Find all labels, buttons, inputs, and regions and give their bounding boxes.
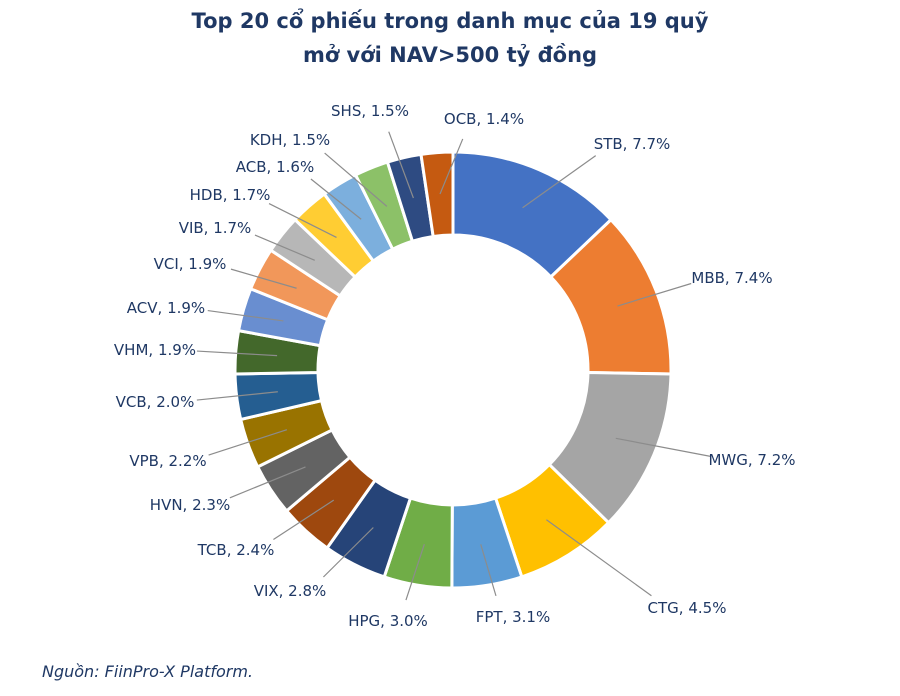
leader-line-acv [207, 309, 284, 322]
leader-line-hdb [268, 203, 337, 238]
leader-line-mwg [615, 437, 711, 457]
donut-slices [233, 150, 673, 590]
source-note: Nguồn: FiinPro-X Platform. [42, 662, 254, 681]
data-label-vpb: VPB, 2.2% [129, 452, 206, 470]
data-label-tcb: TCB, 2.4% [197, 541, 275, 559]
leader-line-stb [522, 155, 597, 209]
chart-title-line-2: mở với NAV>500 tỷ đồng [302, 43, 598, 67]
data-label-mwg: MWG, 7.2% [708, 451, 795, 469]
data-label-fpt: FPT, 3.1% [476, 608, 550, 626]
data-label-hdb: HDB, 1.7% [190, 186, 271, 204]
leader-line-tcb [273, 499, 335, 540]
data-label-acv: ACV, 1.9% [127, 299, 205, 317]
chart-title: Top 20 cổ phiếu trong danh mục của 19 qu… [0, 4, 900, 72]
data-label-vhm: VHM, 1.9% [114, 341, 196, 359]
data-label-mbb: MBB, 7.4% [691, 269, 772, 287]
data-label-ctg: CTG, 4.5% [648, 599, 727, 617]
leader-line-acb [310, 178, 362, 220]
chart-title-line-1: Top 20 cổ phiếu trong danh mục của 19 qu… [191, 9, 709, 33]
leader-line-vix [322, 527, 374, 578]
data-label-kdh: KDH, 1.5% [250, 131, 330, 149]
data-label-hvn: HVN, 2.3% [150, 496, 230, 514]
leader-line-shs [388, 131, 414, 199]
data-label-vcb: VCB, 2.0% [116, 393, 195, 411]
leader-line-vpb [208, 429, 288, 456]
leader-line-vci [230, 268, 297, 289]
leader-lines [196, 131, 711, 601]
data-label-vix: VIX, 2.8% [254, 582, 327, 600]
data-label-stb: STB, 7.7% [594, 135, 671, 153]
data-label-vci: VCI, 1.9% [154, 255, 227, 273]
data-label-vib: VIB, 1.7% [179, 219, 252, 237]
leader-line-hvn [229, 466, 306, 499]
leader-line-hpg [405, 543, 425, 601]
data-label-shs: SHS, 1.5% [331, 102, 409, 120]
data-label-hpg: HPG, 3.0% [348, 612, 428, 630]
data-label-acb: ACB, 1.6% [236, 158, 314, 176]
leader-line-fpt [480, 544, 497, 597]
leader-line-mbb [617, 282, 692, 307]
leader-line-vhm [196, 350, 278, 357]
leader-line-vcb [196, 391, 278, 401]
leader-line-vib [254, 234, 315, 261]
data-label-ocb: OCB, 1.4% [444, 110, 524, 128]
leader-line-kdh [324, 152, 388, 207]
leader-line-ocb [439, 138, 464, 195]
leader-line-ctg [546, 519, 652, 597]
slice-ocb [419, 150, 455, 239]
data-labels: STB, 7.7% MBB, 7.4% MWG, 7.2% CTG, 4.5% FPT,… [114, 102, 796, 630]
